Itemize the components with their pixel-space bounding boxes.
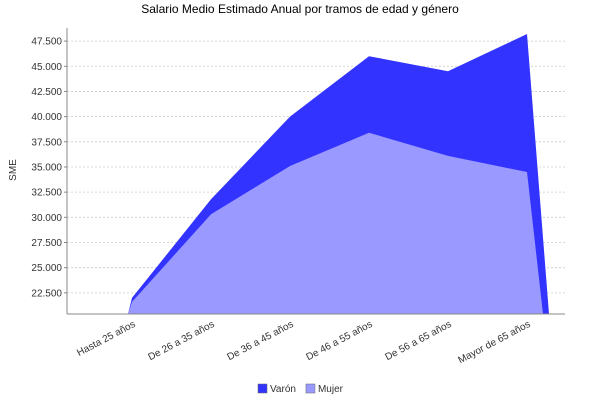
y-tick-label: 27.500 xyxy=(31,238,62,249)
area xyxy=(128,132,543,314)
y-tick-label: 37.500 xyxy=(31,137,62,148)
y-tick-label: 45.000 xyxy=(31,62,62,73)
y-tick-label: 30.000 xyxy=(31,213,62,224)
legend-label: Varón xyxy=(270,384,296,395)
legend-label: Mujer xyxy=(318,384,344,395)
y-tick-label: 42.500 xyxy=(31,87,62,98)
y-axis-label: SME xyxy=(8,159,19,181)
legend-swatch xyxy=(257,383,268,394)
y-tick-label: 32.500 xyxy=(31,188,62,199)
y-tick-label: 47.500 xyxy=(31,37,62,48)
y-tick-label: 35.000 xyxy=(31,162,62,173)
y-tick-label: 40.000 xyxy=(31,112,62,123)
chart-title: Salario Medio Estimado Anual por tramos … xyxy=(141,2,459,16)
y-tick-label: 25.000 xyxy=(31,263,62,274)
legend-swatch xyxy=(305,383,316,394)
y-tick-label: 22.500 xyxy=(31,288,62,299)
